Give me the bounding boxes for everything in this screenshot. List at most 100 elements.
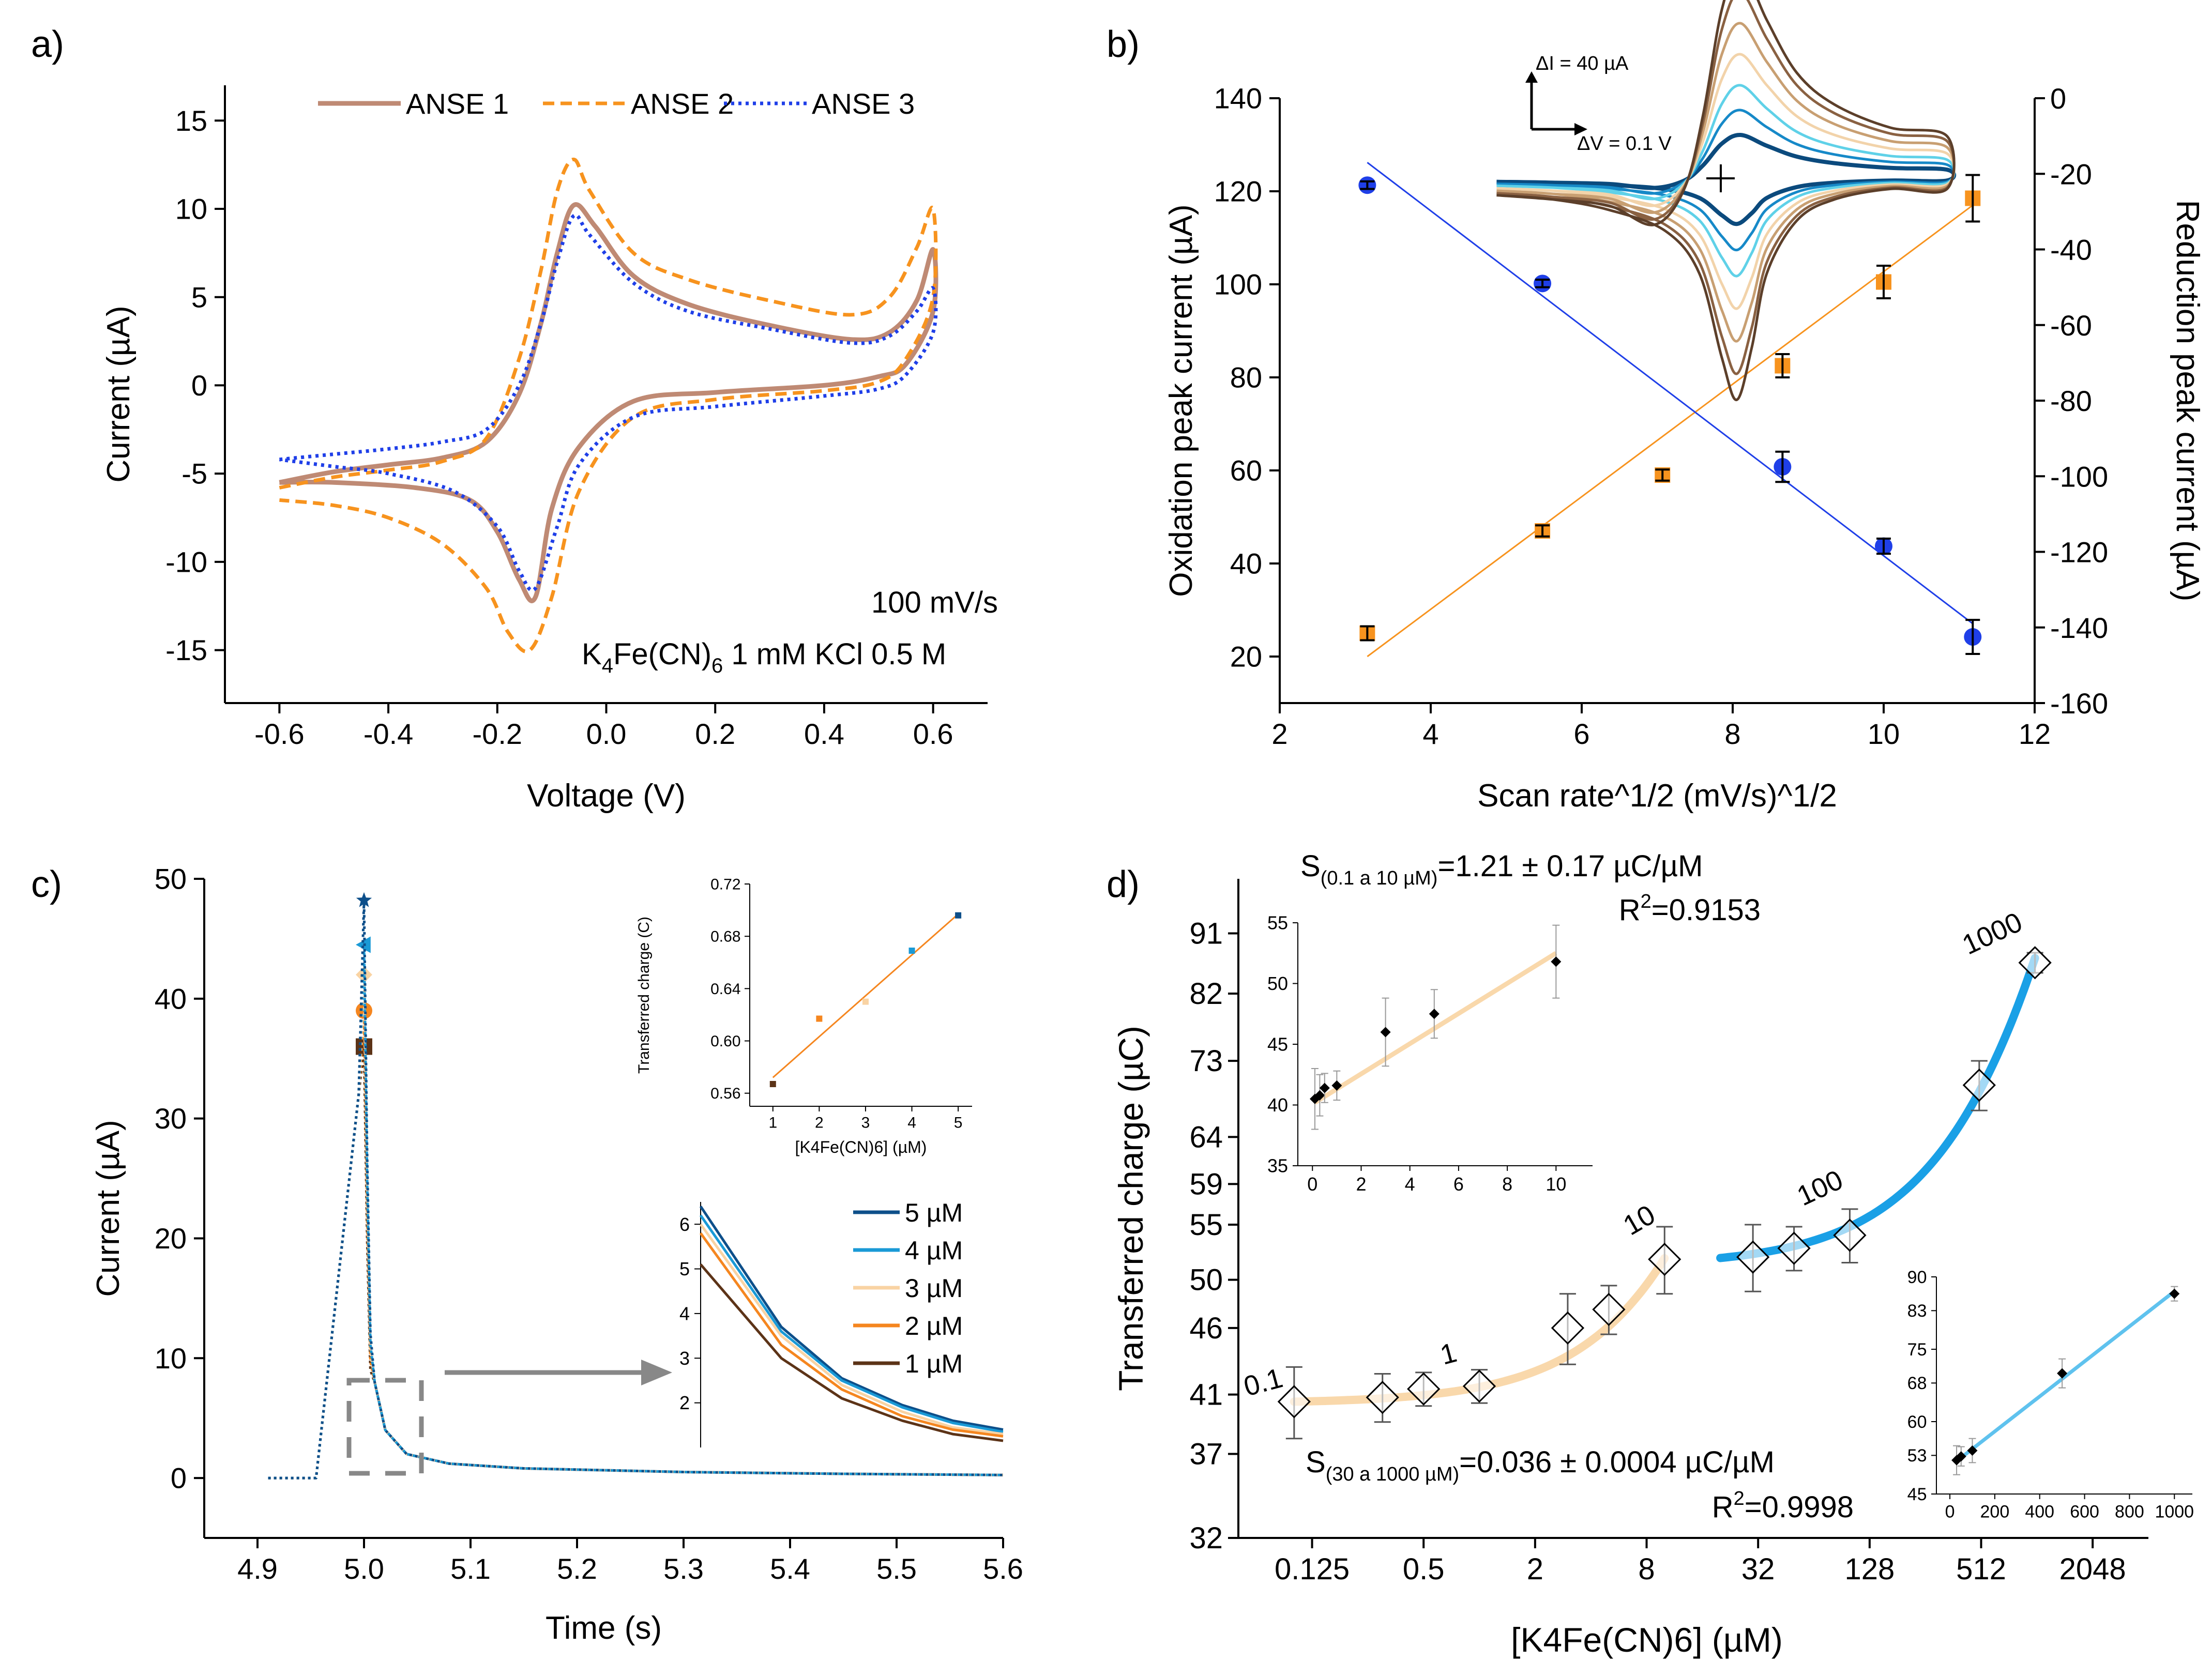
d-fit-high-r2-val: =0.9998 — [1745, 1490, 1854, 1524]
d-inset-low-point-marker — [1331, 1080, 1342, 1091]
a-x-axis-title: Voltage (V) — [527, 778, 686, 814]
d-point-label: 100 — [1792, 1164, 1847, 1212]
a-y-tick-label: -10 — [165, 545, 207, 578]
d-inset-low-x-tick-label: 0 — [1307, 1173, 1317, 1195]
d-point-label: 1000 — [1958, 906, 2027, 961]
d-inset-low-x-tick-label: 6 — [1453, 1173, 1464, 1195]
a-x-tick-label: -0.6 — [254, 718, 305, 750]
d-y-tick-label: 82 — [1189, 977, 1223, 1011]
d-inset-high-point-marker — [1956, 1451, 1966, 1462]
d-inset-low-point-marker — [1314, 1090, 1325, 1101]
d-inset-low-x-tick-label: 2 — [1356, 1173, 1366, 1195]
b-left-y-tick-label: 20 — [1230, 641, 1262, 673]
d-inset-low-y-tick-label: 55 — [1267, 912, 1288, 934]
c-inset-charge-y-tick-label: 0.68 — [710, 928, 740, 946]
c-inset-charge-point — [908, 948, 915, 954]
a-x-tick-label: -0.4 — [363, 718, 414, 750]
c-y-axis-title: Current (µA) — [90, 1120, 126, 1297]
d-x-tick-label: 0.5 — [1403, 1552, 1445, 1586]
c-inset-zoom-line — [699, 1214, 1004, 1434]
d-y-tick-label: 59 — [1189, 1167, 1223, 1201]
d-inset-high-point-marker — [2169, 1288, 2180, 1299]
b-left-y-tick-label: 40 — [1230, 547, 1262, 580]
c-inset-charge-x-tick-label: 1 — [768, 1115, 777, 1132]
d-inset-high-y-tick-label: 53 — [1907, 1446, 1927, 1466]
b-right-y-tick-label: -80 — [2050, 385, 2092, 417]
a-x-tick-label: 0.6 — [913, 718, 953, 750]
panel-label-b: b) — [1107, 24, 1140, 65]
c-y-tick-label: 50 — [155, 863, 187, 895]
c-zoom-region-box — [346, 1378, 424, 1476]
d-point-marker — [1366, 1381, 1399, 1414]
d-point-marker — [1962, 1068, 1996, 1102]
d-inset-high-point-marker — [2057, 1368, 2068, 1379]
c-y-tick-label: 0 — [171, 1462, 187, 1495]
d-point-marker — [1833, 1218, 1867, 1252]
d-inset-low-x-tick-label: 8 — [1502, 1173, 1512, 1195]
b-x-tick-label: 10 — [1868, 718, 1900, 750]
d-point-label: 0.1 — [1240, 1362, 1286, 1402]
d-inset-high-fit-line — [1955, 1290, 2176, 1463]
d-y-tick-label: 91 — [1189, 917, 1223, 951]
d-inset-high-y-tick-label: 83 — [1907, 1301, 1927, 1321]
c-x-axis-title: Time (s) — [546, 1610, 662, 1646]
d-fit-high-slope-sub: (30 a 1000 µM) — [1326, 1463, 1459, 1485]
b-x-tick-label: 4 — [1422, 718, 1438, 750]
b-right-y-tick-label: -160 — [2050, 687, 2108, 720]
d-fit-high-r2-r: R — [1712, 1490, 1734, 1524]
d-y-tick-label: 32 — [1189, 1521, 1223, 1555]
a-legend-label-1: ANSE 1 — [406, 87, 509, 120]
b-x-tick-label: 8 — [1724, 718, 1740, 750]
d-point-marker — [1777, 1231, 1811, 1265]
d-y-tick-label: 55 — [1189, 1208, 1223, 1242]
d-inset-high-x-tick-label: 800 — [2115, 1502, 2144, 1522]
panel-label-c: c) — [31, 864, 62, 905]
panel-a-cyclic-voltammogram: -0.6 -0.4 -0.2 0.0 0.2 0.4 0.6 -15 -10 -5 0 5 10 15 Vo… — [101, 85, 998, 814]
a-y-tick-label: 0 — [191, 369, 207, 402]
d-point-marker — [1407, 1372, 1441, 1406]
d-fit-low-slope-pre: S — [1300, 849, 1321, 883]
c-series-line — [268, 943, 1004, 1480]
c-inset-zoom-y-tick-label: 4 — [679, 1303, 690, 1324]
c-x-tick-label: 5.1 — [450, 1552, 491, 1585]
d-inset-low-y-tick-label: 40 — [1267, 1094, 1288, 1116]
a-annotation-solution-part: K — [582, 637, 602, 671]
panel-b-peak-current-vs-scan-rate: 2 4 6 8 10 12 20 40 60 80 100 120 140 0 -20 -40 -60 -80 -1… — [1163, 0, 2205, 814]
d-inset-low-y-tick-label: 45 — [1267, 1034, 1288, 1055]
c-inset-zoom-line — [699, 1223, 1004, 1436]
d-point-marker — [1277, 1385, 1311, 1419]
a-y-tick-label: 10 — [175, 193, 207, 225]
c-inset-charge-x-tick-label: 2 — [815, 1115, 824, 1132]
d-inset-low-point-marker — [1319, 1083, 1330, 1093]
b-x-tick-label: 12 — [2019, 718, 2051, 750]
c-peak-marker — [356, 936, 371, 953]
d-y-tick-label: 41 — [1189, 1378, 1223, 1412]
c-y-tick-label: 40 — [155, 982, 187, 1015]
c-x-tick-label: 5.6 — [983, 1552, 1023, 1585]
d-inset-low-point-marker — [1380, 1027, 1391, 1038]
d-x-tick-label: 32 — [1741, 1552, 1775, 1586]
c-inset-zoom-y-tick-label: 5 — [679, 1258, 690, 1279]
d-fit-high-r2: R2=0.9998 — [1712, 1488, 1854, 1524]
c-inset-charge-y-axis-title: Transferred charge (C) — [635, 917, 653, 1074]
a-annotation-solution-part: 1 mM KCl 0.5 M — [723, 637, 946, 671]
d-inset-high-x-tick-label: 1000 — [2155, 1502, 2194, 1522]
c-inset-charge-fit-line — [772, 913, 959, 1078]
c-inset-zoom-y-tick-label: 2 — [679, 1392, 690, 1413]
c-inset-zoom-line — [700, 1263, 1004, 1442]
c-legend-label-4: 2 µM — [905, 1312, 963, 1340]
c-inset-charge-point — [816, 1015, 823, 1022]
d-x-tick-label: 0.125 — [1275, 1552, 1350, 1586]
d-point-marker — [1648, 1242, 1681, 1276]
c-inset-charge-point — [955, 912, 962, 919]
a-y-tick-label: 5 — [191, 281, 207, 313]
b-left-y-tick-label: 140 — [1214, 82, 1262, 115]
b-right-y-tick-label: -140 — [2050, 612, 2108, 644]
b-left-y-tick-label: 80 — [1230, 361, 1262, 394]
c-x-tick-label: 5.0 — [344, 1552, 384, 1585]
d-point-label: 10 — [1618, 1199, 1660, 1241]
a-annotation-solution-part: 4 — [602, 654, 613, 677]
d-y-tick-label: 73 — [1189, 1044, 1223, 1078]
a-annotation-solution-part: Fe(CN) — [613, 637, 711, 671]
b-right-y-axis-title: Reduction peak current (µA) — [2170, 200, 2205, 602]
